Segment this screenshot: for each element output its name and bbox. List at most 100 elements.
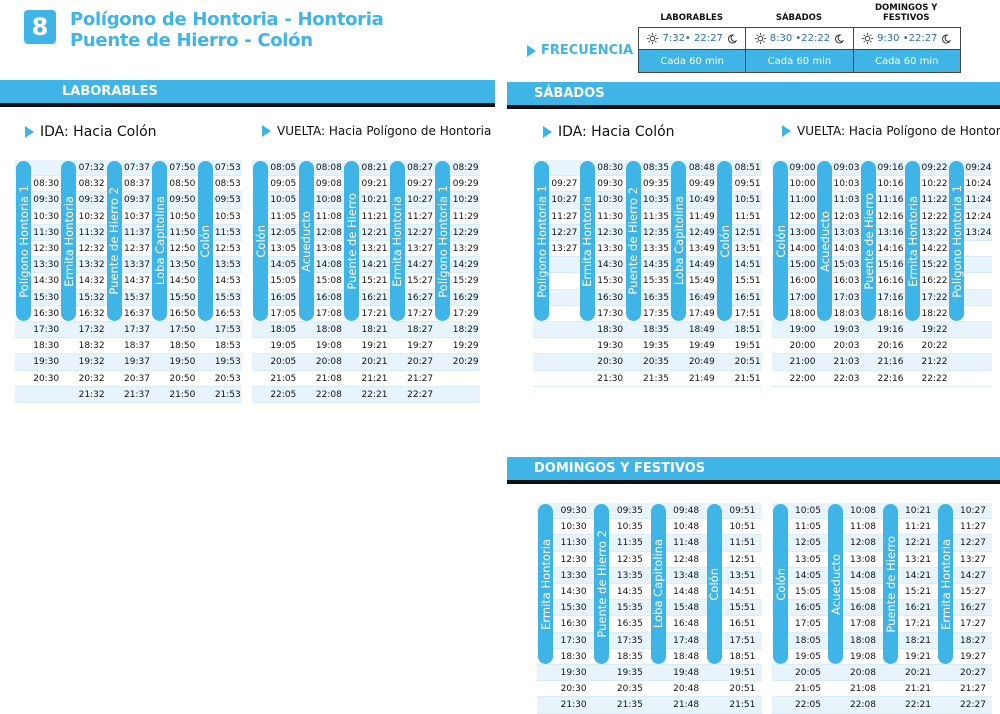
departure-time: 15:27 (407, 276, 434, 287)
departure-time: 18:50 (169, 341, 196, 352)
stop-pill: Ermita Hontoria (61, 161, 77, 321)
departure-time: 14:53 (214, 276, 241, 287)
departure-time: 20:53 (214, 373, 241, 384)
departure-time: 14:37 (124, 276, 150, 287)
departure-time: 19:08 (315, 341, 342, 352)
departure-time: 12:35 (616, 554, 643, 565)
stop-pill: Puente de Hierro 2 (106, 161, 122, 321)
departure-time: 21:22 (921, 357, 948, 368)
departure-time: 12:16 (877, 211, 904, 222)
departure-time: 13:08 (850, 554, 876, 565)
departure-time: 18:27 (960, 635, 986, 646)
departure-time: 16:35 (616, 619, 643, 630)
departure-time: 13:53 (214, 260, 241, 271)
departure-time: 22:21 (905, 700, 931, 711)
departure-time: 11:21 (361, 211, 388, 222)
departure-time: 13:30 (597, 244, 624, 254)
departure-time: 15:27 (960, 587, 986, 597)
departure-time: 20:22 (921, 341, 948, 352)
sun-icon (647, 33, 659, 44)
departure-time: 16:37 (124, 308, 150, 319)
departure-time: 17:51 (729, 635, 756, 646)
departure-time: 18:00 (789, 308, 816, 319)
departure-time: 21:35 (616, 700, 643, 711)
departure-time: 19:48 (673, 668, 700, 678)
departure-time: 11:35 (616, 538, 643, 549)
departure-time: 12:08 (850, 538, 876, 549)
stop-name: Ermita Hontoria (905, 195, 920, 287)
departure-time: 14:05 (270, 260, 297, 271)
departure-time: 13:51 (734, 244, 761, 254)
departure-time: 11:50 (169, 227, 196, 238)
timetable-row: 18:05 18:08 18:21 18:27 18:29 (252, 322, 480, 339)
departure-time: 17:05 (795, 619, 821, 630)
stop-pill: Polígono Hontoria 1 (16, 161, 31, 321)
departure-time: 10:32 (78, 211, 105, 222)
departure-time: 18:27 (407, 325, 434, 335)
departure-time: 19:16 (877, 325, 904, 335)
departure-time: 21:37 (124, 389, 150, 400)
departure-time: 14:00 (789, 244, 816, 254)
timetable-row: 16:05 16:08 16:21 16:27 (772, 600, 992, 617)
frequency-range: 7:32• 22:27 (638, 27, 747, 50)
departure-time: 20:51 (734, 357, 761, 368)
departure-time: 11:08 (850, 522, 876, 533)
departure-time: 22:08 (315, 389, 342, 400)
departure-time: 15:30 (597, 276, 624, 287)
departure-time: 15:30 (560, 603, 587, 614)
departure-time: 14:05 (795, 570, 821, 581)
departure-time: 08:08 (315, 163, 342, 173)
departure-time: 20:08 (315, 357, 342, 368)
departure-time: 08:48 (688, 163, 715, 173)
departure-time: 09:32 (78, 195, 105, 206)
departure-time: 13:21 (361, 244, 388, 254)
departure-time: 16:49 (688, 292, 715, 303)
departure-time: 18:51 (734, 325, 761, 335)
departure-time: 16:30 (33, 308, 60, 319)
departure-time: 17:53 (214, 325, 241, 335)
departure-time: 22:27 (960, 700, 986, 711)
departure-time: 14:51 (734, 260, 761, 271)
departure-time: 07:32 (78, 163, 105, 173)
departure-time: 17:22 (921, 292, 948, 303)
departure-time: 13:35 (643, 244, 669, 254)
departure-time: 10:50 (169, 211, 196, 222)
departure-time: 19:21 (361, 341, 388, 352)
departure-time: 16:03 (833, 276, 860, 287)
departure-time: 19:05 (270, 341, 297, 352)
departure-time: 20:37 (124, 373, 150, 384)
stop-pill: Puente de Hierro (883, 504, 898, 664)
timetable-row: 09:30 09:35 09:48 09:51 (537, 503, 762, 520)
departure-time: 16:16 (877, 276, 904, 287)
departure-time: 16:08 (315, 292, 342, 303)
departure-time: 10:08 (315, 195, 342, 206)
departure-time: 10:03 (833, 179, 860, 190)
departure-time: 14:03 (833, 244, 860, 254)
departure-time: 20:27 (960, 668, 986, 678)
timetable-row: 13:30 13:35 13:48 13:51 (537, 567, 762, 584)
stop-pill: Polígono Hontoria 1 (534, 161, 549, 321)
frequency-range: 8:30 •22:22 (745, 27, 854, 50)
departure-time: 21:03 (833, 357, 860, 368)
departure-time: 20:00 (789, 341, 816, 352)
departure-time: 18:08 (850, 635, 876, 646)
departure-time: 18:35 (616, 651, 643, 662)
departure-time: 12:27 (407, 227, 434, 238)
departure-time: 15:51 (729, 603, 756, 614)
departure-time: 14:32 (78, 276, 105, 287)
departure-time: 18:53 (214, 341, 241, 352)
departure-time: 13:35 (616, 570, 643, 581)
departure-time: 20:49 (688, 357, 715, 368)
departure-time: 18:05 (795, 635, 821, 646)
stop-name: Colón (198, 224, 213, 258)
departure-time: 14:16 (877, 244, 904, 254)
timetable-row: 15:05 15:08 15:21 15:27 (772, 584, 992, 601)
departure-time: 20:50 (169, 373, 196, 384)
stop-name: Loba Capitolina (152, 196, 167, 286)
departure-time: 08:35 (643, 163, 669, 173)
departure-time: 19:32 (78, 357, 105, 368)
timetable-row: 19:30 19:35 19:48 19:51 (537, 665, 762, 682)
departure-time: 21:21 (361, 373, 388, 384)
route-badge: 8 (22, 8, 58, 46)
moon-icon (727, 33, 737, 43)
